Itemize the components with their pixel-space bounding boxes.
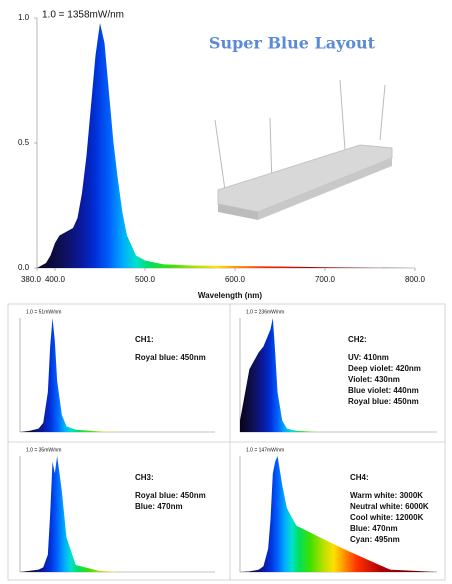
channel-line: Blue: 470nm: [350, 524, 398, 533]
annotation: 1.0 = 51mW/nm: [26, 309, 61, 315]
channel-line: Blue: 470nm: [135, 502, 183, 511]
x-tick-label: 600.0: [225, 275, 246, 284]
channel-line: Blue violet: 440nm: [348, 386, 419, 395]
y-tick-label: 1.0: [18, 13, 30, 22]
channel-line: Deep violet: 420nm: [348, 364, 421, 373]
annotation: 1.0 = 147mW/nm: [246, 447, 284, 453]
y-tick-label: 0.0: [18, 263, 30, 272]
channel-label: CH2:: [348, 335, 367, 344]
channel-label: CH4:: [350, 473, 369, 482]
y-tick-label: 0.5: [18, 138, 30, 147]
channel-line: Royal blue: 450nm: [135, 491, 206, 500]
channel-line: Violet: 430nm: [348, 375, 400, 384]
x-tick-label: 700.0: [315, 275, 336, 284]
channel-line: Royal blue: 450nm: [348, 397, 419, 406]
spectrum-area: [37, 23, 415, 268]
spectrum-area: [20, 318, 215, 432]
channel-line: Royal blue: 450nm: [135, 353, 206, 362]
spectrum-area: [240, 456, 437, 572]
channel-line: Cyan: 495nm: [350, 535, 400, 544]
annotation: 1.0 = 35mW/nm: [26, 447, 61, 453]
channel-line: Warm white: 3000K: [350, 491, 423, 500]
x-axis-label: Wavelength (nm): [198, 291, 262, 300]
channel-line: Neutral white: 6000K: [350, 502, 429, 511]
x-tick-label: 800.0: [405, 275, 426, 284]
lamp-image: [214, 79, 393, 220]
channel-label: CH1:: [135, 335, 154, 344]
x-tick-label: 380.0: [21, 275, 42, 284]
annotation: 1.0 = 1358mW/nm: [42, 10, 124, 21]
x-tick-label: 500.0: [135, 275, 156, 284]
chart-title: Super Blue Layout: [209, 34, 376, 53]
channel-line: Cool white: 12000K: [350, 513, 424, 522]
channel-label: CH3:: [135, 473, 154, 482]
annotation: 1.0 = 236mW/nm: [246, 309, 284, 315]
x-tick-label: 400.0: [45, 275, 66, 284]
spectrum-area: [240, 318, 437, 432]
spectrum-area: [20, 456, 215, 572]
channel-line: UV: 410nm: [348, 353, 389, 362]
